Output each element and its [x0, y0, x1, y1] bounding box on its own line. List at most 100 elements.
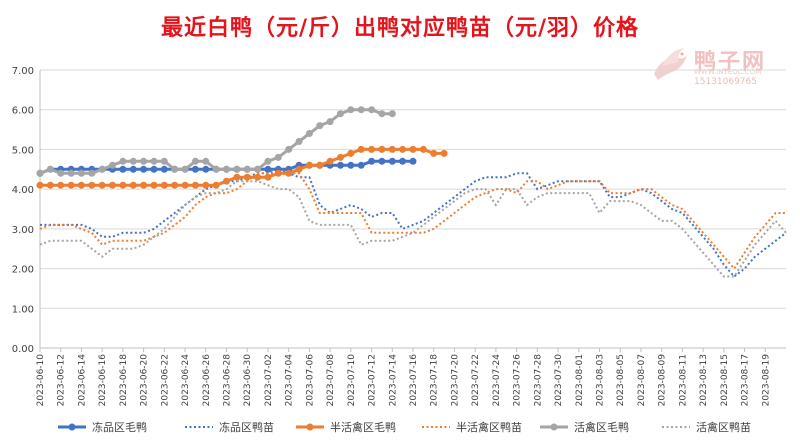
data-point	[46, 181, 54, 189]
data-point	[202, 165, 210, 173]
x-axis: 2023-06-10 2023-06-12 2023-06-14 2023-06-16…	[36, 347, 786, 407]
data-point	[285, 145, 293, 153]
data-point	[243, 165, 251, 173]
data-point	[295, 165, 303, 173]
series-line	[40, 147, 445, 187]
data-point	[36, 181, 44, 189]
data-point	[140, 181, 148, 189]
data-point	[191, 157, 199, 165]
x-tick-label: 2023-07-22	[471, 354, 481, 406]
data-point	[46, 165, 54, 173]
x-tick-label: 2023-06-24	[181, 354, 191, 407]
data-point	[378, 157, 386, 165]
data-point	[98, 165, 106, 173]
legend-label: 活禽区毛鸭	[574, 420, 629, 434]
legend-entry: 半活禽区鸭苗	[422, 420, 522, 434]
data-point	[233, 173, 241, 181]
x-tick-label: 2023-08-17	[741, 354, 751, 406]
y-tick-label: 4.00	[12, 185, 34, 196]
data-point	[254, 165, 262, 173]
x-tick-label: 2023-08-13	[699, 354, 709, 406]
x-tick-label: 2023-06-26	[202, 354, 212, 407]
data-point	[57, 181, 65, 189]
data-point	[150, 157, 158, 165]
grid-lines	[40, 69, 786, 349]
data-point	[430, 149, 438, 157]
watermark-name: 鸭子网	[694, 50, 767, 75]
data-point	[399, 145, 407, 153]
x-tick-label: 2023-06-10	[36, 354, 46, 407]
data-point	[150, 165, 158, 173]
data-point	[129, 181, 137, 189]
legend-marker	[68, 423, 76, 431]
data-point	[368, 106, 376, 114]
x-tick-label: 2023-06-20	[140, 354, 150, 407]
watermark-url: WWW.INTEOC.COM	[694, 68, 762, 76]
data-point	[357, 161, 365, 169]
data-point	[274, 153, 282, 161]
data-point	[326, 118, 334, 126]
x-tick-label: 2023-08-19	[761, 354, 771, 407]
x-tick-label: 2023-07-30	[554, 354, 564, 407]
data-point	[243, 173, 251, 181]
x-tick-label: 2023-07-12	[368, 354, 378, 406]
x-tick-label: 2023-07-26	[513, 354, 523, 407]
x-tick-label: 2023-06-14	[77, 354, 87, 407]
legend-label: 冻品区毛鸭	[92, 420, 147, 434]
data-point	[399, 157, 407, 165]
data-point	[223, 165, 230, 173]
data-point	[305, 130, 313, 137]
x-tick-label: 2023-08-05	[616, 354, 626, 406]
data-point	[347, 161, 355, 169]
legend-marker	[550, 423, 558, 431]
legend-label: 半活禽区鸭苗	[456, 420, 522, 434]
data-point	[305, 161, 313, 169]
x-tick-label: 2023-08-03	[596, 354, 606, 406]
data-point	[264, 157, 272, 165]
x-tick-label: 2023-06-22	[160, 354, 170, 406]
data-point	[202, 181, 210, 189]
y-tick-label: 7.00	[12, 66, 34, 77]
data-point	[409, 145, 417, 153]
legend-entry: 冻品区毛鸭	[58, 420, 147, 434]
data-point	[119, 165, 127, 173]
legend-entry: 半活禽区毛鸭	[296, 420, 396, 434]
data-point	[357, 145, 365, 153]
data-point	[368, 157, 376, 165]
data-point	[378, 145, 386, 153]
data-point	[212, 165, 220, 173]
data-point	[129, 157, 137, 165]
data-point	[337, 153, 344, 161]
x-tick-label: 2023-07-06	[305, 354, 315, 407]
data-point	[57, 169, 65, 177]
data-point	[347, 106, 355, 114]
data-point	[316, 161, 324, 169]
data-point	[409, 157, 417, 165]
x-tick-label: 2023-06-28	[223, 354, 233, 407]
data-point	[316, 122, 324, 130]
chart-title: 最近白鸭（元/斤）出鸭对应鸭苗（元/羽）价格	[160, 16, 640, 41]
legend-entry: 活禽区鸭苗	[662, 420, 751, 434]
data-point	[191, 181, 199, 189]
data-point	[160, 165, 168, 173]
plot-area	[36, 106, 787, 278]
data-point	[140, 157, 148, 165]
y-tick-label: 1.00	[12, 304, 34, 315]
series-5	[36, 106, 396, 177]
x-tick-label: 2023-08-11	[678, 354, 688, 406]
legend: 冻品区毛鸭 冻品区鸭苗 半活禽区毛鸭 半活禽区鸭苗 活禽区毛鸭 活禽区鸭苗	[58, 420, 751, 434]
data-point	[171, 181, 179, 189]
series-4	[39, 172, 786, 271]
data-point	[357, 106, 365, 114]
y-tick-label: 5.00	[12, 145, 34, 156]
x-tick-label: 2023-08-09	[658, 354, 668, 407]
data-point	[337, 110, 344, 118]
x-tick-label: 2023-06-16	[98, 354, 108, 407]
y-tick-label: 6.00	[12, 106, 34, 117]
data-point	[440, 149, 448, 157]
x-tick-label: 2023-08-01	[575, 354, 585, 406]
data-point	[388, 157, 396, 165]
data-point	[88, 181, 96, 189]
series-3	[36, 145, 448, 189]
